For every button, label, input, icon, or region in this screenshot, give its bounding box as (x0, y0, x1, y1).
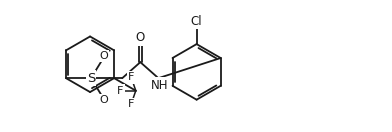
Text: F: F (128, 72, 134, 82)
Text: F: F (128, 99, 134, 109)
Text: F: F (117, 86, 123, 96)
Text: NH: NH (151, 79, 168, 92)
Text: O: O (136, 31, 145, 44)
Text: Cl: Cl (191, 15, 202, 28)
Text: S: S (87, 72, 95, 85)
Text: O: O (99, 95, 108, 105)
Text: O: O (99, 51, 108, 61)
